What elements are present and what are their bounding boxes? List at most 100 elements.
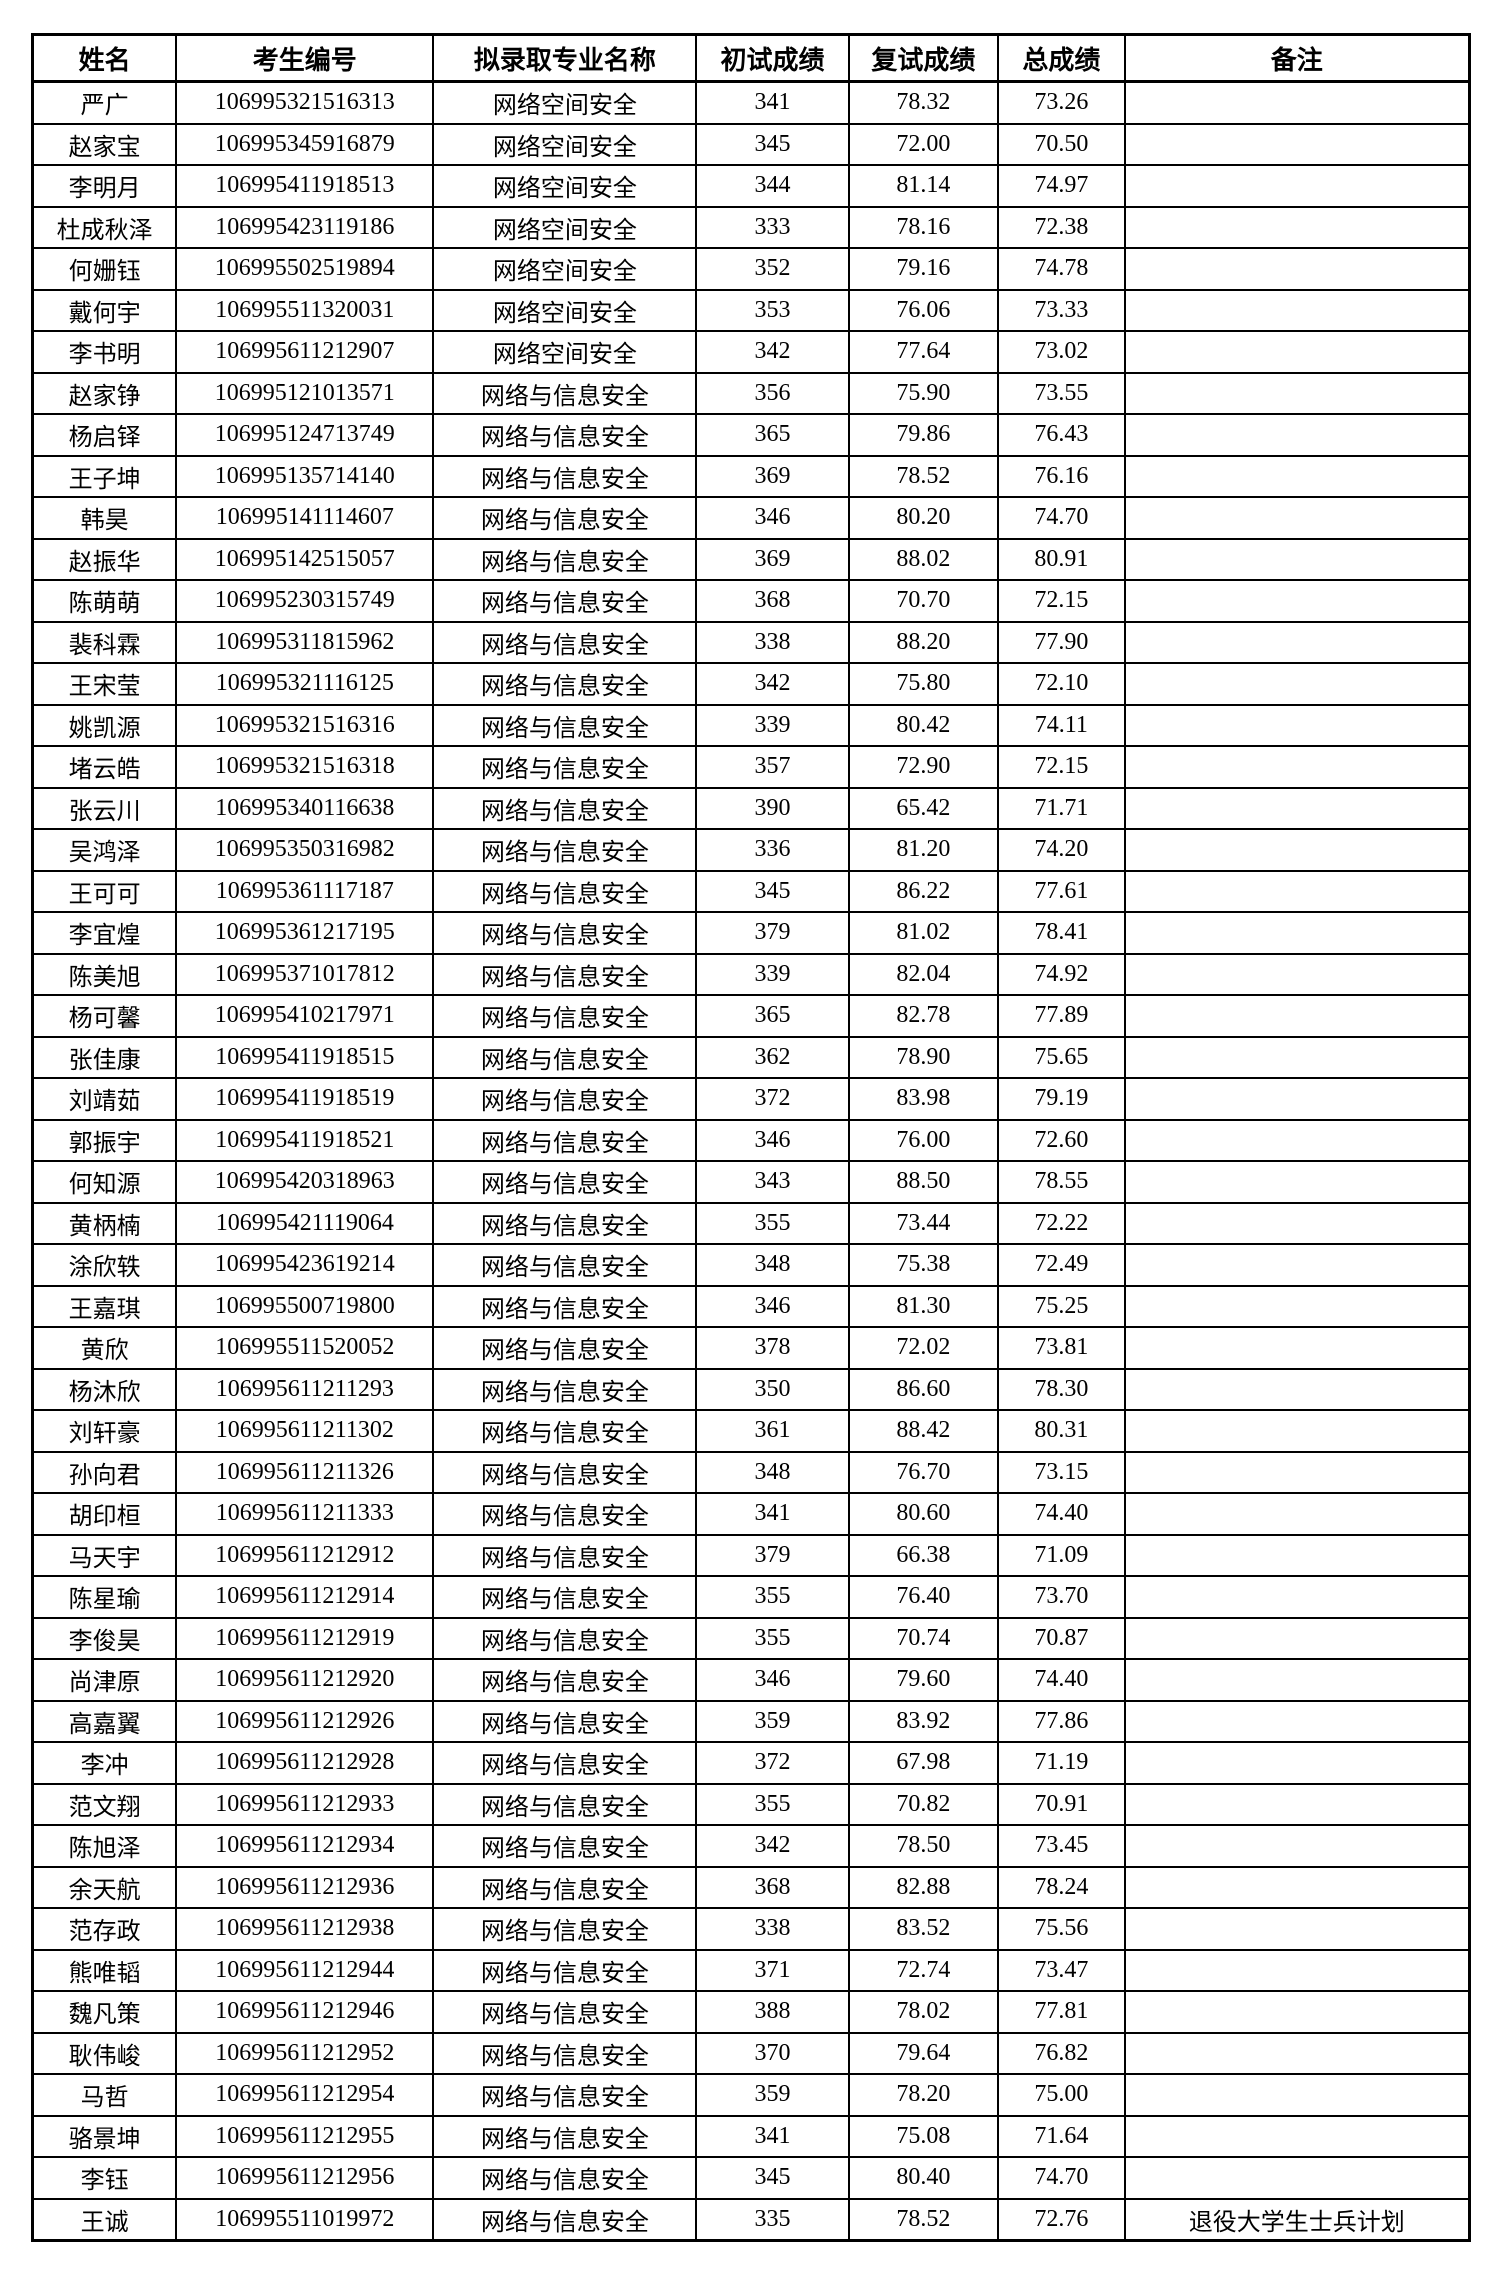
cell-candidate-id: 106995511019972 bbox=[175, 2197, 435, 2242]
cell-candidate-id: 106995502519894 bbox=[175, 247, 435, 291]
cell-major: 网络与信息安全 bbox=[432, 1243, 698, 1287]
table-row: 李宜煌 106995361217195 网络与信息安全 379 81.02 78.41 bbox=[31, 911, 1471, 955]
cell-total-score: 72.38 bbox=[997, 205, 1126, 249]
cell-candidate-id: 106995350316982 bbox=[175, 828, 435, 872]
cell-total-score: 73.55 bbox=[997, 371, 1126, 415]
cell-total-score: 80.31 bbox=[997, 1409, 1126, 1453]
cell-total-score: 77.61 bbox=[997, 869, 1126, 913]
cell-retest-score: 81.20 bbox=[847, 828, 1000, 872]
cell-candidate-id: 106995124713749 bbox=[175, 413, 435, 457]
cell-initial-score: 345 bbox=[695, 122, 850, 166]
table-row: 刘轩豪 106995611211302 网络与信息安全 361 88.42 80.31 bbox=[31, 1409, 1471, 1453]
cell-note bbox=[1123, 1990, 1471, 2034]
cell-name: 陈星瑜 bbox=[31, 1575, 178, 1619]
cell-retest-score: 79.86 bbox=[847, 413, 1000, 457]
cell-major: 网络与信息安全 bbox=[432, 1533, 698, 1577]
cell-note bbox=[1123, 994, 1471, 1038]
cell-initial-score: 335 bbox=[695, 2197, 850, 2242]
cell-name: 裴科霖 bbox=[31, 620, 178, 664]
cell-name: 范存政 bbox=[31, 1907, 178, 1951]
cell-major: 网络空间安全 bbox=[432, 205, 698, 249]
cell-name: 高嘉翼 bbox=[31, 1699, 178, 1743]
cell-candidate-id: 106995611212944 bbox=[175, 1948, 435, 1992]
cell-total-score: 70.50 bbox=[997, 122, 1126, 166]
table-row: 熊唯韬 106995611212944 网络与信息安全 371 72.74 73.47 bbox=[31, 1948, 1471, 1992]
cell-candidate-id: 106995611212919 bbox=[175, 1616, 435, 1660]
header-initial-score: 初试成绩 bbox=[695, 33, 850, 83]
cell-note bbox=[1123, 1865, 1471, 1909]
cell-candidate-id: 106995311815962 bbox=[175, 620, 435, 664]
table-row: 王子坤 106995135714140 网络与信息安全 369 78.52 76.16 bbox=[31, 454, 1471, 498]
cell-note bbox=[1123, 2156, 1471, 2200]
table-row: 王宋莹 106995321116125 网络与信息安全 342 75.80 72.10 bbox=[31, 662, 1471, 706]
cell-total-score: 74.92 bbox=[997, 952, 1126, 996]
cell-retest-score: 82.04 bbox=[847, 952, 1000, 996]
cell-candidate-id: 106995611212920 bbox=[175, 1658, 435, 1702]
cell-major: 网络与信息安全 bbox=[432, 2073, 698, 2117]
cell-major: 网络与信息安全 bbox=[432, 1077, 698, 1121]
cell-candidate-id: 106995361117187 bbox=[175, 869, 435, 913]
table-row: 韩昊 106995141114607 网络与信息安全 346 80.20 74.70 bbox=[31, 496, 1471, 540]
cell-retest-score: 75.38 bbox=[847, 1243, 1000, 1287]
table-row: 耿伟峻 106995611212952 网络与信息安全 370 79.64 76.82 bbox=[31, 2031, 1471, 2075]
cell-major: 网络与信息安全 bbox=[432, 579, 698, 623]
cell-name: 李宜煌 bbox=[31, 911, 178, 955]
cell-total-score: 78.55 bbox=[997, 1160, 1126, 1204]
cell-total-score: 73.33 bbox=[997, 288, 1126, 332]
cell-total-score: 72.15 bbox=[997, 579, 1126, 623]
table-row: 赵振华 106995142515057 网络与信息安全 369 88.02 80.91 bbox=[31, 537, 1471, 581]
cell-retest-score: 78.20 bbox=[847, 2073, 1000, 2117]
cell-initial-score: 345 bbox=[695, 869, 850, 913]
cell-candidate-id: 106995421119064 bbox=[175, 1201, 435, 1245]
cell-note bbox=[1123, 2073, 1471, 2117]
cell-candidate-id: 106995511520052 bbox=[175, 1326, 435, 1370]
cell-note bbox=[1123, 1741, 1471, 1785]
cell-initial-score: 355 bbox=[695, 1616, 850, 1660]
cell-note bbox=[1123, 247, 1471, 291]
cell-major: 网络空间安全 bbox=[432, 330, 698, 374]
cell-name: 何知源 bbox=[31, 1160, 178, 1204]
cell-note bbox=[1123, 1782, 1471, 1826]
cell-note bbox=[1123, 413, 1471, 457]
cell-initial-score: 359 bbox=[695, 1699, 850, 1743]
cell-name: 赵家宝 bbox=[31, 122, 178, 166]
cell-candidate-id: 106995611212933 bbox=[175, 1782, 435, 1826]
cell-name: 吴鸿泽 bbox=[31, 828, 178, 872]
cell-note bbox=[1123, 1948, 1471, 1992]
cell-name: 赵振华 bbox=[31, 537, 178, 581]
cell-initial-score: 346 bbox=[695, 496, 850, 540]
cell-candidate-id: 106995420318963 bbox=[175, 1160, 435, 1204]
cell-initial-score: 372 bbox=[695, 1077, 850, 1121]
cell-candidate-id: 106995611212938 bbox=[175, 1907, 435, 1951]
table-row: 刘靖茹 106995411918519 网络与信息安全 372 83.98 79.19 bbox=[31, 1077, 1471, 1121]
cell-total-score: 74.70 bbox=[997, 496, 1126, 540]
cell-retest-score: 82.88 bbox=[847, 1865, 1000, 1909]
cell-retest-score: 72.02 bbox=[847, 1326, 1000, 1370]
cell-major: 网络空间安全 bbox=[432, 247, 698, 291]
cell-major: 网络与信息安全 bbox=[432, 1284, 698, 1328]
cell-candidate-id: 106995371017812 bbox=[175, 952, 435, 996]
cell-initial-score: 341 bbox=[695, 80, 850, 125]
cell-retest-score: 70.70 bbox=[847, 579, 1000, 623]
cell-initial-score: 371 bbox=[695, 1948, 850, 1992]
cell-major: 网络与信息安全 bbox=[432, 1990, 698, 2034]
cell-initial-score: 346 bbox=[695, 1118, 850, 1162]
cell-name: 严广 bbox=[31, 80, 178, 125]
cell-name: 张佳康 bbox=[31, 1035, 178, 1079]
table-row: 魏凡策 106995611212946 网络与信息安全 388 78.02 77.81 bbox=[31, 1990, 1471, 2034]
cell-note bbox=[1123, 454, 1471, 498]
cell-note bbox=[1123, 205, 1471, 249]
cell-total-score: 75.65 bbox=[997, 1035, 1126, 1079]
cell-retest-score: 88.20 bbox=[847, 620, 1000, 664]
cell-note bbox=[1123, 745, 1471, 789]
cell-initial-score: 379 bbox=[695, 911, 850, 955]
cell-name: 魏凡策 bbox=[31, 1990, 178, 2034]
cell-major: 网络与信息安全 bbox=[432, 1201, 698, 1245]
cell-retest-score: 72.90 bbox=[847, 745, 1000, 789]
cell-candidate-id: 106995345916879 bbox=[175, 122, 435, 166]
cell-name: 熊唯韬 bbox=[31, 1948, 178, 1992]
cell-candidate-id: 106995611212934 bbox=[175, 1824, 435, 1868]
cell-initial-score: 342 bbox=[695, 1824, 850, 1868]
cell-major: 网络空间安全 bbox=[432, 164, 698, 208]
cell-retest-score: 86.22 bbox=[847, 869, 1000, 913]
